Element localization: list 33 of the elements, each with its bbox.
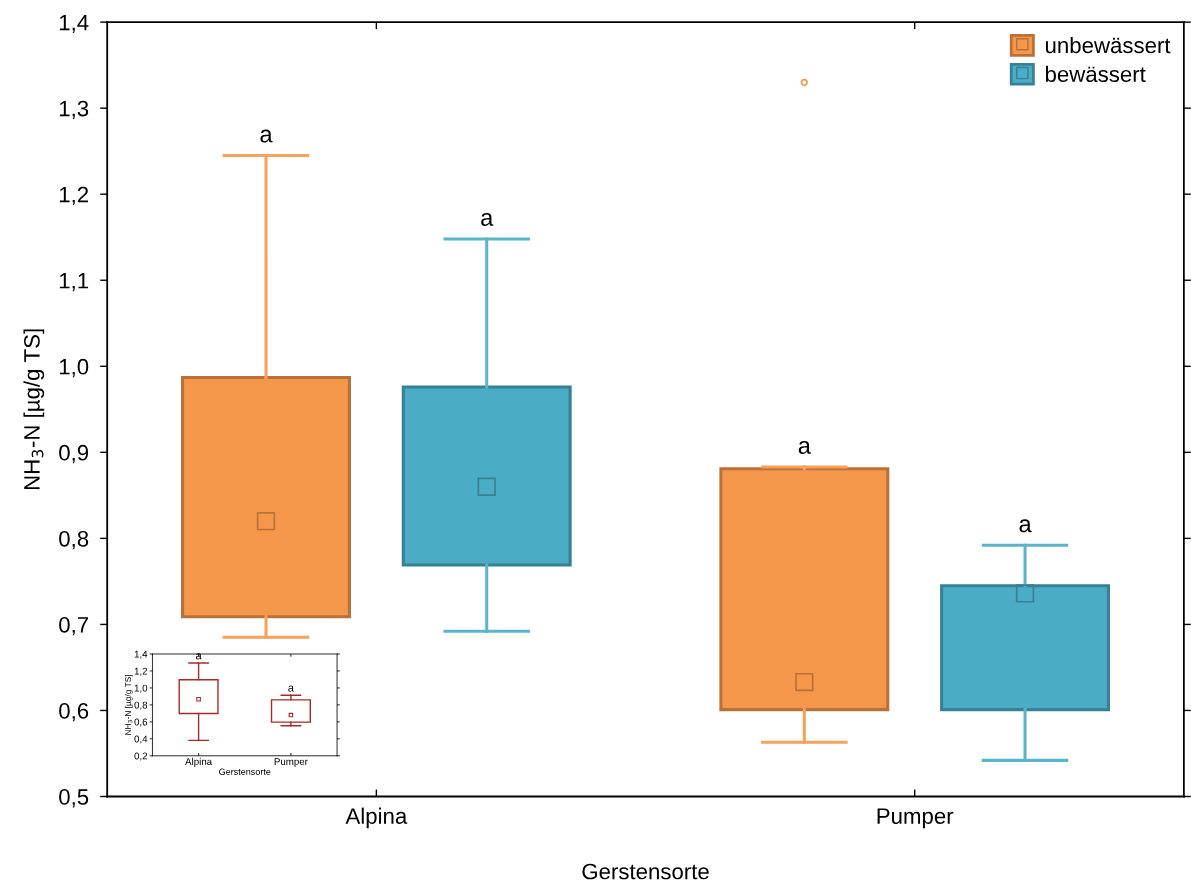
y-tick-label: 0,5 — [59, 789, 89, 808]
y-tick-label: 1,2 — [59, 186, 89, 206]
y-tick-label: 0,8 — [59, 530, 89, 550]
y-tick-label: 0,2 — [134, 752, 148, 761]
y-tick-label: 1,4 — [134, 650, 148, 659]
annotation: a — [195, 653, 202, 660]
y-tick-label: 1,0 — [59, 358, 89, 378]
x-tick-label: Alpina — [185, 757, 213, 767]
y-tick-label: 0,4 — [134, 735, 148, 744]
x-axis-title: Gerstensorte — [219, 768, 271, 775]
annotation: a — [260, 129, 273, 143]
y-tick-label: 1,4 — [59, 14, 89, 34]
x-axis-title: Gerstensorte — [582, 863, 709, 880]
y-tick-label: 0,8 — [134, 701, 148, 710]
x-tick-label: Pumper — [877, 808, 954, 829]
x-tick-label: Alpina — [345, 807, 408, 829]
y-tick-label: 0,9 — [59, 444, 89, 464]
y-tick-label: 1,0 — [134, 684, 148, 693]
y-axis-title: NH$_{3}$-N [µg/g TS] — [124, 674, 133, 735]
annotation: a — [798, 441, 811, 454]
y-tick-label: 0,6 — [59, 702, 89, 722]
y-tick-label: 0,7 — [59, 616, 89, 636]
y-tick-label: 1,2 — [134, 667, 148, 676]
legend-label: bewässert — [1045, 65, 1146, 83]
x-tick-label: Pumper — [274, 758, 308, 767]
legend-label: unbewässert — [1045, 36, 1171, 54]
y-tick-label: 1,1 — [59, 273, 89, 292]
y-tick-label: 1,3 — [59, 100, 89, 120]
annotation: a — [1019, 519, 1032, 533]
y-tick-label: 0,6 — [134, 718, 148, 727]
annotation: a — [481, 213, 494, 226]
annotation: a — [288, 685, 294, 692]
y-axis-title: NH$_{3}$-N [µg/g TS] — [23, 329, 45, 490]
